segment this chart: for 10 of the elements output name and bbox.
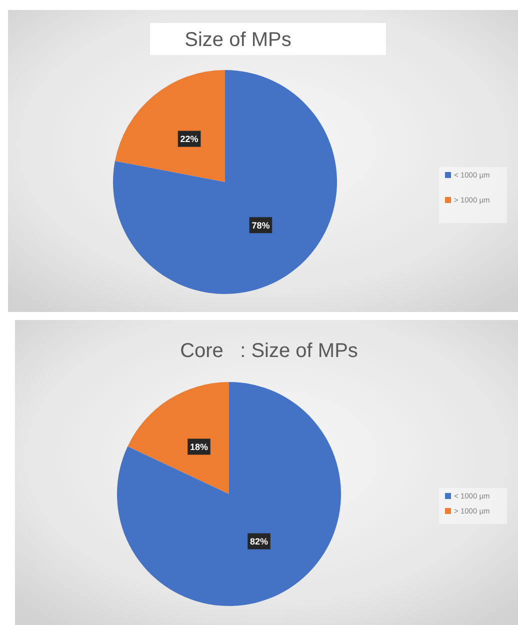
data-label: 78% <box>252 220 270 230</box>
pie-slice <box>114 70 225 182</box>
chart-title: Core : Size of MPs <box>180 340 358 362</box>
pie-slice <box>128 382 229 494</box>
data-label: 22% <box>180 134 198 144</box>
pie-slice <box>117 382 341 606</box>
data-label: 18% <box>190 442 208 452</box>
data-label: 82% <box>250 536 268 546</box>
pie-slice <box>113 70 337 294</box>
chart-title: Size of MPs <box>184 29 292 51</box>
